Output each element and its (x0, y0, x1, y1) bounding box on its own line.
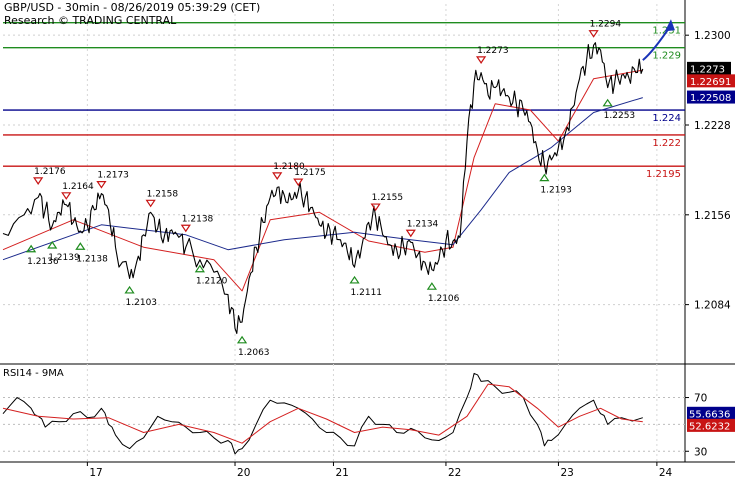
level-label: 1.224 (652, 113, 681, 124)
swing-high-marker (96, 181, 107, 189)
price-axis: 1.2300 1.2228 1.2156 1.2084 1.2273 1.22691 1.2… (685, 30, 735, 312)
swing-high-label: 1.2158 (147, 189, 179, 199)
swing-low-label: 1.2111 (351, 288, 383, 298)
swing-high-label: 1.2138 (182, 214, 214, 224)
swing-high-label: 1.2173 (97, 171, 128, 181)
swing-high-label: 1.2164 (62, 182, 94, 192)
swing-low-marker (75, 242, 86, 250)
swing-high-marker (293, 178, 304, 187)
rsi-tag-label: 52.6232 (689, 421, 730, 432)
swing-markers: 1.21761.21641.21731.21581.21381.21801.21… (26, 20, 636, 358)
price-line (2, 42, 644, 335)
swing-low-marker (124, 285, 135, 294)
price-series (2, 19, 675, 335)
level-label: 1.222 (652, 138, 681, 149)
price-tag-dark (687, 61, 731, 75)
swing-low-label: 1.2103 (126, 298, 158, 308)
swing-high-label: 1.2134 (407, 219, 439, 229)
swing-low-label: 1.2136 (27, 257, 59, 267)
swing-low-marker (26, 244, 37, 253)
forecast-arrow-head (664, 19, 675, 32)
swing-low-label: 1.2063 (238, 348, 270, 358)
price-grid (0, 0, 735, 463)
y-tick-label: 1.2228 (694, 120, 731, 132)
chart-title: GBP/USD - 30min - 08/26/2019 05:39:29 (C… (4, 1, 261, 14)
swing-low-label: 1.2139 (48, 253, 80, 263)
y-tick-label: 1.2084 (694, 300, 731, 312)
swing-low-marker (194, 264, 205, 273)
rsi-tag-label: 55.6636 (689, 409, 730, 420)
swing-high-label: 1.2294 (590, 20, 622, 30)
swing-high-marker (61, 192, 72, 200)
price-tag-blue (687, 90, 735, 104)
price-tag-label: 1.22691 (690, 77, 731, 88)
ma-slow-line (2, 97, 643, 261)
y-tick-label: 1.2300 (694, 30, 731, 42)
rsi-tag-red (687, 418, 735, 432)
swing-low-marker (426, 282, 438, 290)
chart-source: Research © TRADING CENTRAL (4, 14, 177, 27)
swing-low-label: 1.2193 (540, 186, 572, 196)
swing-low-marker (539, 173, 550, 182)
swing-high-marker (370, 203, 381, 212)
time-axis: 17 20 21 22 23 24 (86, 462, 673, 479)
swing-low-marker (602, 98, 613, 107)
swing-high-marker (272, 172, 283, 180)
swing-high-label: 1.2180 (273, 162, 305, 172)
swing-high-marker (588, 30, 599, 38)
swing-high-label: 1.2155 (372, 193, 404, 203)
price-tag-red (687, 74, 735, 88)
swing-low-marker (349, 275, 360, 284)
level-label: 1.229 (652, 51, 681, 62)
swing-high-label: 1.2176 (34, 167, 66, 177)
rsi-ma-line (2, 383, 643, 444)
swing-low-label: 1.2106 (428, 294, 460, 304)
swing-high-label: 1.2273 (477, 46, 509, 56)
x-tick-label: 22 (448, 467, 461, 479)
swing-low-label: 1.2253 (604, 111, 636, 121)
swing-high-marker (180, 224, 191, 233)
rsi-tag-blue (687, 406, 735, 420)
swing-low-marker (47, 240, 58, 249)
price-tag-label: 1.2273 (690, 64, 725, 75)
x-tick-label: 17 (89, 467, 102, 479)
ma-fast-line (2, 69, 643, 292)
x-tick-label: 24 (659, 467, 673, 479)
swing-high-marker (145, 199, 156, 208)
swing-high-marker (475, 56, 487, 64)
rsi-y-tick-label: 30 (694, 446, 707, 458)
rsi-line (2, 372, 643, 455)
rsi-y-tick-label: 70 (694, 393, 707, 405)
swing-high-marker (33, 177, 44, 185)
x-tick-label: 20 (237, 467, 250, 479)
y-tick-label: 1.2156 (694, 210, 731, 222)
swing-high-label: 1.2175 (294, 168, 326, 178)
rsi-title: RSI14 - 9MA (3, 368, 64, 379)
price-tag-label: 1.22508 (690, 93, 731, 104)
swing-low-marker (236, 335, 248, 344)
swing-low-label: 1.2120 (196, 277, 228, 287)
x-tick-label: 23 (560, 467, 573, 479)
level-label: 1.2195 (646, 169, 681, 180)
x-tick-label: 21 (335, 467, 348, 479)
swing-high-marker (405, 229, 416, 238)
swing-low-label: 1.2138 (76, 254, 108, 264)
